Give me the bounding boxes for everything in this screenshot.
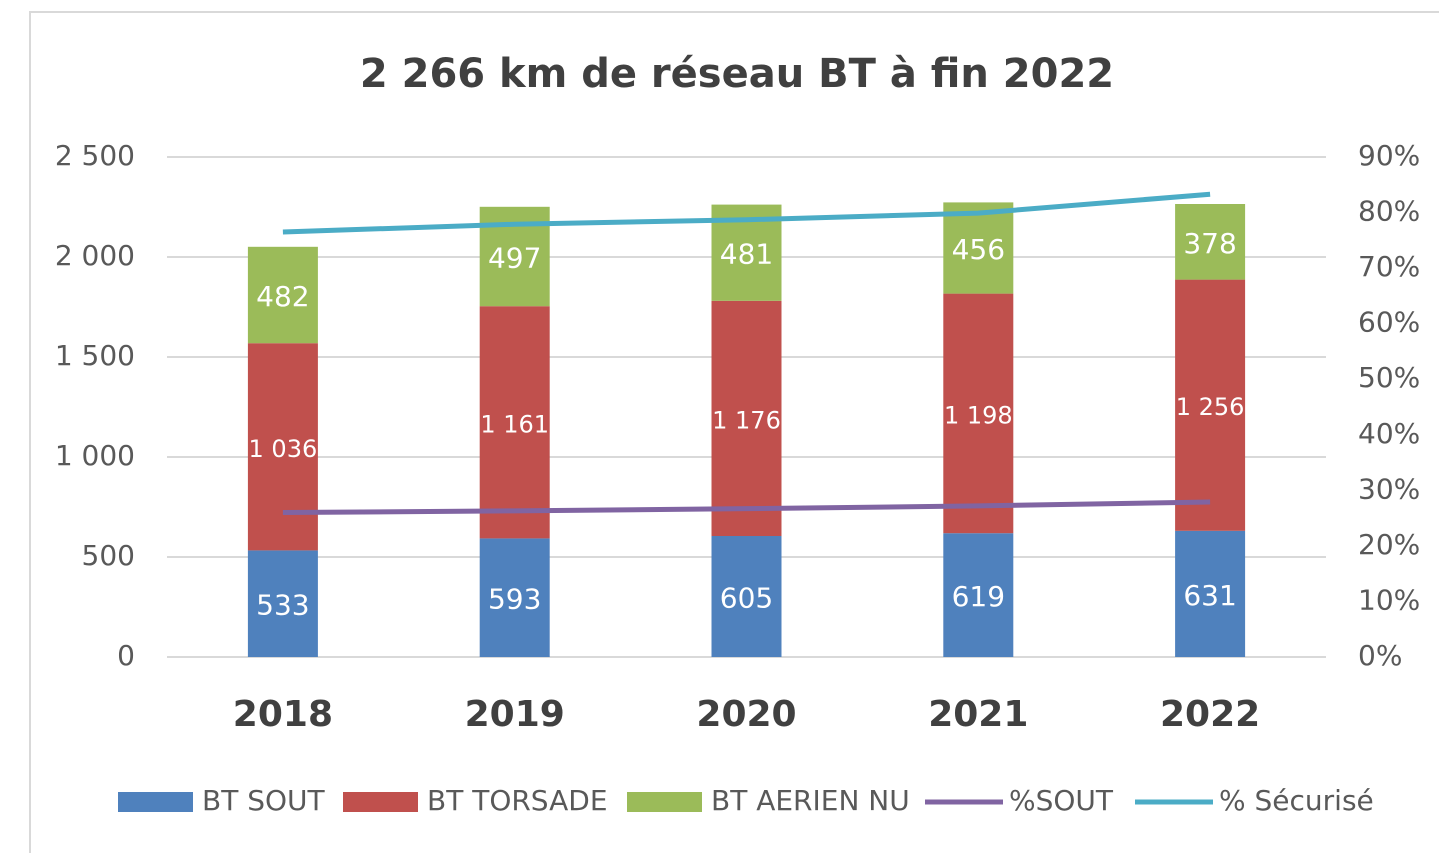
y2-tick-label: 0% (1358, 639, 1402, 672)
y2-tick-label: 20% (1358, 528, 1420, 561)
y-tick-label: 1 000 (55, 439, 135, 472)
data-label: 497 (488, 242, 541, 275)
bar-segment (943, 202, 1014, 294)
legend-swatch (627, 792, 702, 812)
legend-label: BT AERIEN NU (711, 784, 910, 817)
data-label: 1 036 (249, 435, 318, 463)
bar-segment (247, 550, 318, 657)
data-label: 605 (720, 582, 773, 615)
legend-label: BT TORSADE (427, 784, 608, 817)
bar-segment (1175, 279, 1246, 531)
bar-segment (479, 306, 550, 539)
bar-segment (943, 293, 1014, 534)
y2-tick-label: 50% (1358, 361, 1420, 394)
bar-segment (1175, 530, 1246, 657)
legend-swatch (118, 792, 193, 812)
data-label: 1 256 (1176, 393, 1245, 421)
x-tick-label: 2019 (465, 694, 565, 735)
y-tick-label: 1 500 (55, 339, 135, 372)
data-label: 619 (952, 580, 1005, 613)
data-label: 631 (1183, 579, 1236, 612)
y-tick-label: 500 (82, 539, 135, 572)
x-tick-label: 2021 (928, 694, 1028, 735)
legend-label: % Sécurisé (1219, 784, 1374, 817)
x-tick-label: 2018 (233, 694, 333, 735)
y-tick-label: 2 500 (55, 139, 135, 172)
chart-title: 2 266 km de réseau BT à fin 2022 (360, 51, 1114, 97)
data-label: 1 176 (712, 406, 781, 434)
bar-segment (1175, 204, 1246, 280)
y2-tick-label: 10% (1358, 583, 1420, 616)
legend-label: BT SOUT (202, 784, 326, 817)
data-label: 481 (720, 238, 773, 271)
y-tick-label: 0 (117, 639, 135, 672)
data-label: 378 (1183, 227, 1236, 260)
data-label: 593 (488, 583, 541, 616)
x-tick-label: 2022 (1160, 694, 1260, 735)
bar-segment (247, 246, 318, 344)
data-label: 533 (256, 589, 309, 622)
y-tick-label: 2 000 (55, 239, 135, 272)
bar-segment (943, 533, 1014, 657)
bar-segment (247, 343, 318, 551)
legend-swatch (343, 792, 418, 812)
data-label: 1 198 (944, 401, 1013, 429)
data-label: 1 161 (480, 410, 549, 438)
y2-tick-label: 30% (1358, 472, 1420, 505)
data-label: 456 (952, 233, 1005, 266)
y2-tick-label: 40% (1358, 417, 1420, 450)
data-label: 482 (256, 280, 309, 313)
x-tick-label: 2020 (696, 694, 796, 735)
bar-segment (711, 300, 782, 536)
y2-tick-label: 80% (1358, 195, 1420, 228)
bar-segment (711, 536, 782, 657)
y2-tick-label: 90% (1358, 139, 1420, 172)
bar-segment (479, 538, 550, 657)
line-series (282, 191, 1211, 235)
line-series (282, 499, 1211, 516)
legend-label: %SOUT (1009, 784, 1114, 817)
y2-tick-label: 60% (1358, 306, 1420, 339)
y2-tick-label: 70% (1358, 250, 1420, 283)
